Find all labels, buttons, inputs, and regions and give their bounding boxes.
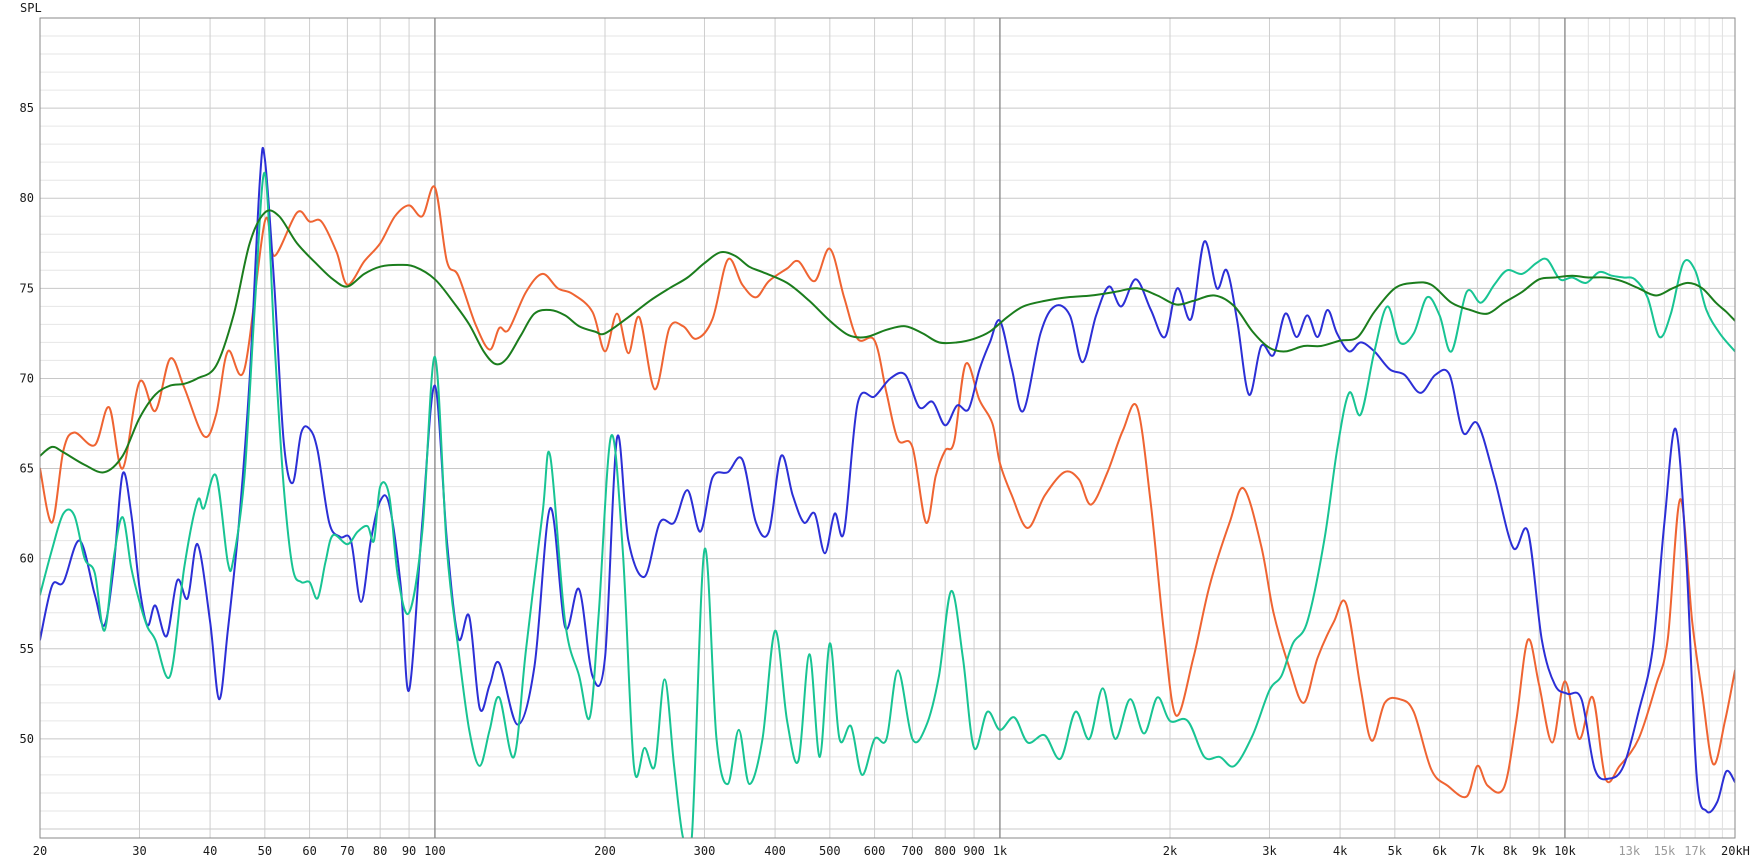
y-tick-label: 55 xyxy=(20,642,34,656)
x-tick-label: 600 xyxy=(864,844,886,858)
x-tick-label: 100 xyxy=(424,844,446,858)
x-tick-label: 400 xyxy=(764,844,786,858)
x-tick-label: 17k xyxy=(1684,844,1706,858)
y-tick-label: 80 xyxy=(20,191,34,205)
x-tick-label: 9k xyxy=(1532,844,1547,858)
x-tick-label: 80 xyxy=(373,844,387,858)
x-tick-label: 300 xyxy=(694,844,716,858)
x-tick-label: 900 xyxy=(963,844,985,858)
series-line-1 xyxy=(40,185,1735,799)
x-tick-label: 6k xyxy=(1432,844,1447,858)
x-tick-label: 500 xyxy=(819,844,841,858)
x-tick-label: 8k xyxy=(1503,844,1518,858)
grid xyxy=(39,17,1736,838)
x-tick-label: 200 xyxy=(594,844,616,858)
x-tick-label: 1k xyxy=(993,844,1008,858)
x-tick-label: 50 xyxy=(258,844,272,858)
series-group xyxy=(40,146,1735,838)
y-tick-label: 85 xyxy=(20,101,34,115)
x-tick-label: 700 xyxy=(902,844,924,858)
x-tick-label: 5k xyxy=(1388,844,1403,858)
series-line-4 xyxy=(40,209,1735,474)
x-tick-label: 15k xyxy=(1654,844,1676,858)
x-tick-label: 30 xyxy=(132,844,146,858)
x-tick-label: 20kHz xyxy=(1721,844,1751,858)
y-axis-ticks: 50 55 60 65 70 75 80 85 xyxy=(20,101,34,746)
x-tick-label: 4k xyxy=(1333,844,1348,858)
plot-frame xyxy=(39,17,1736,839)
y-axis-label: SPL xyxy=(20,1,42,15)
y-tick-label: 60 xyxy=(20,552,34,566)
series-line-3 xyxy=(40,171,1735,838)
x-tick-label: 60 xyxy=(302,844,316,858)
y-tick-label: 65 xyxy=(20,462,34,476)
x-tick-label: 20 xyxy=(33,844,47,858)
x-tick-label: 70 xyxy=(340,844,354,858)
x-tick-label: 7k xyxy=(1470,844,1485,858)
y-tick-label: 75 xyxy=(20,281,34,295)
x-tick-label: 13k xyxy=(1618,844,1640,858)
y-tick-label: 50 xyxy=(20,732,34,746)
y-tick-label: 70 xyxy=(20,371,34,385)
x-tick-label: 800 xyxy=(934,844,956,858)
x-tick-label: 2k xyxy=(1163,844,1178,858)
x-tick-label: 10k xyxy=(1554,844,1576,858)
x-tick-label: 90 xyxy=(402,844,416,858)
x-tick-label: 40 xyxy=(203,844,217,858)
series-line-2 xyxy=(40,146,1735,814)
x-axis-ticks: 20 30 40 50 60 70 80 90 100 200 300 400 500 600 700 800… xyxy=(33,844,1751,858)
x-tick-label: 3k xyxy=(1262,844,1277,858)
